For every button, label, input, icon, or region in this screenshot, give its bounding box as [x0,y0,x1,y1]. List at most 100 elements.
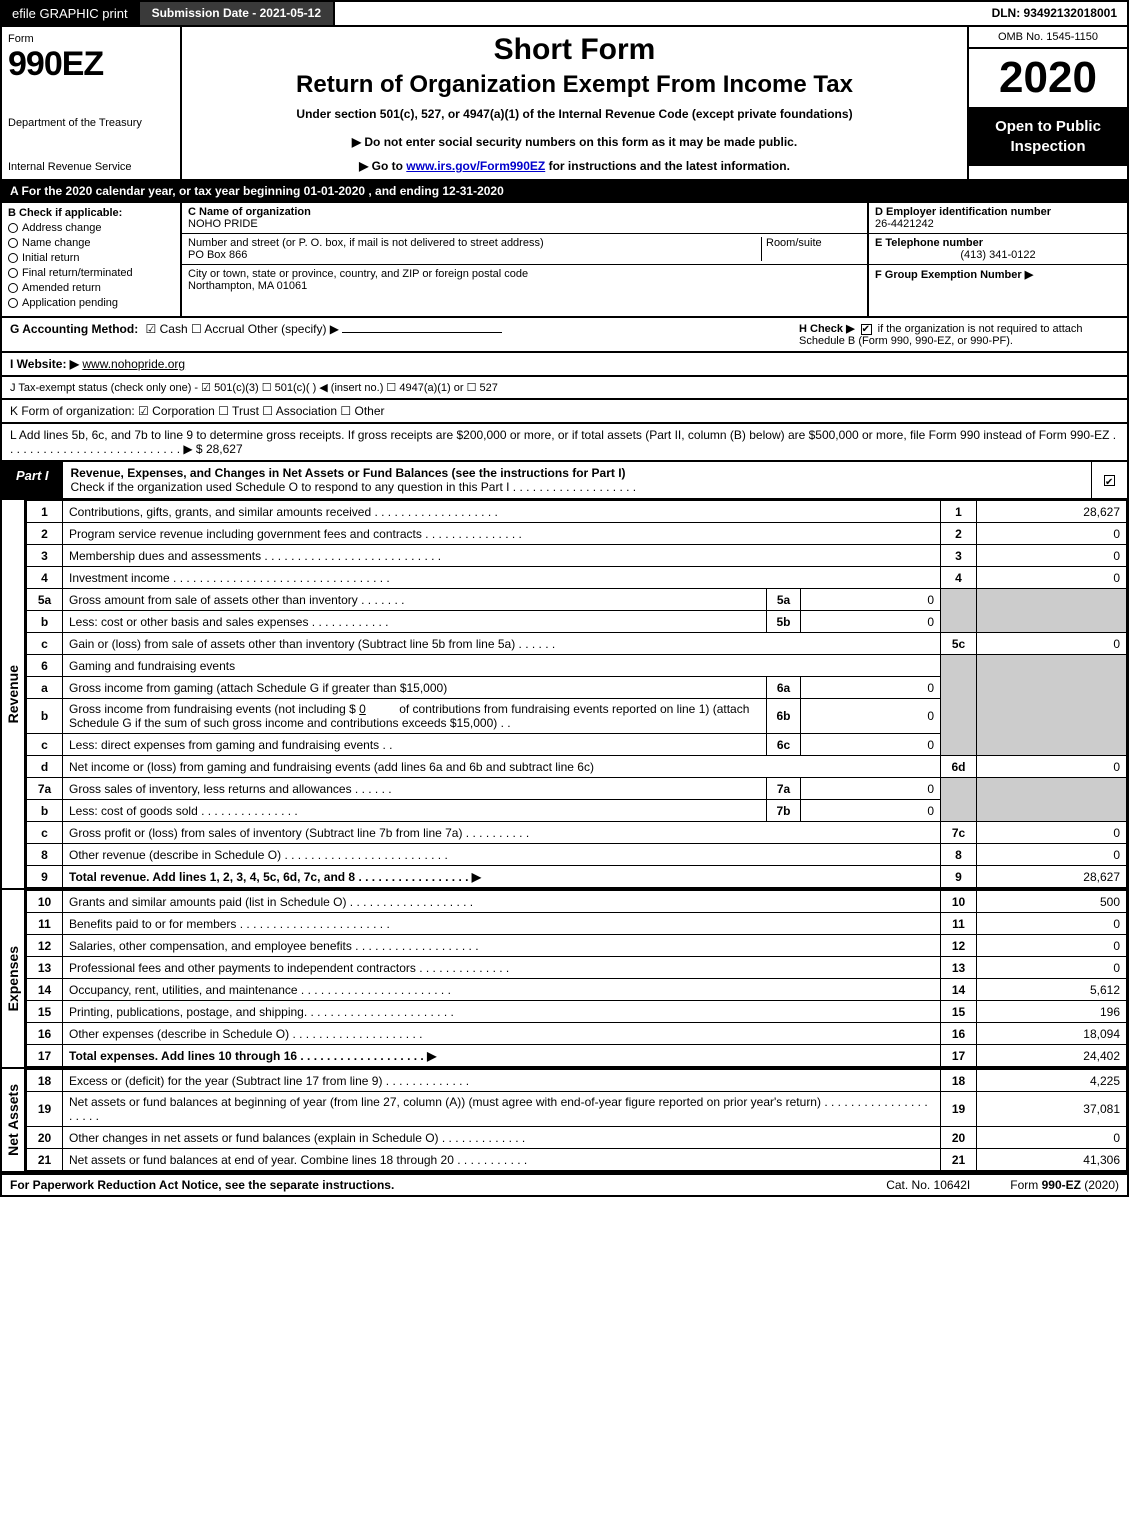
line-12: 12Salaries, other compensation, and empl… [27,935,1127,957]
line-13: 13Professional fees and other payments t… [27,957,1127,979]
line-1: 1Contributions, gifts, grants, and simil… [27,501,1127,523]
chk-address-change[interactable]: Address change [8,222,174,234]
line-3: 3Membership dues and assessments . . . .… [27,545,1127,567]
line-6d: dNet income or (loss) from gaming and fu… [27,756,1127,778]
open-to-public: Open to Public Inspection [969,107,1127,166]
col-b-checkboxes: B Check if applicable: Address change Na… [2,203,182,316]
ein: 26-4421242 [875,218,1121,230]
expenses-section: Expenses 10Grants and similar amounts pa… [0,888,1129,1067]
omb-number: OMB No. 1545-1150 [969,27,1127,49]
h-label: H Check ▶ [799,323,855,335]
revenue-section: Revenue 1Contributions, gifts, grants, a… [0,500,1129,888]
row-k: K Form of organization: ☑ Corporation ☐ … [0,400,1129,424]
i-label: I Website: ▶ [10,357,79,371]
addr-label: Number and street (or P. O. box, if mail… [188,237,544,249]
line-4: 4Investment income . . . . . . . . . . .… [27,567,1127,589]
city-label: City or town, state or province, country… [188,268,528,280]
irs-link[interactable]: www.irs.gov/Form990EZ [406,159,545,173]
row-h: H Check ▶ if the organization is not req… [799,322,1119,347]
line-18: 18Excess or (deficit) for the year (Subt… [27,1070,1127,1092]
part1-sub: Check if the organization used Schedule … [71,480,637,494]
line-9: 9Total revenue. Add lines 1, 2, 3, 4, 5c… [27,866,1127,888]
link-pre: ▶ Go to [359,159,406,173]
top-bar: efile GRAPHIC print Submission Date - 20… [0,0,1129,27]
line-8: 8Other revenue (describe in Schedule O) … [27,844,1127,866]
netassets-table: 18Excess or (deficit) for the year (Subt… [26,1069,1127,1171]
col-def: D Employer identification number 26-4421… [867,203,1127,316]
line-7c: cGross profit or (loss) from sales of in… [27,822,1127,844]
page-footer: For Paperwork Reduction Act Notice, see … [0,1173,1129,1197]
expenses-side-label: Expenses [2,890,26,1067]
org-name: NOHO PRIDE [188,218,258,230]
cat-no: Cat. No. 10642I [886,1178,970,1192]
header-left: Form 990EZ Department of the Treasury In… [2,27,182,179]
part1-header: Part I Revenue, Expenses, and Changes in… [0,462,1129,500]
title-return: Return of Organization Exempt From Incom… [194,71,955,99]
website[interactable]: www.nohopride.org [82,357,185,371]
line-19: 19Net assets or fund balances at beginni… [27,1092,1127,1127]
line-14: 14Occupancy, rent, utilities, and mainte… [27,979,1127,1001]
ssn-warning: ▶ Do not enter social security numbers o… [194,135,955,149]
col-c-org-info: C Name of organization NOHO PRIDE Number… [182,203,867,316]
chk-initial-return[interactable]: Initial return [8,252,174,264]
h-checkbox[interactable] [861,324,872,335]
row-gh: G Accounting Method: ☑ Cash ☐ Accrual Ot… [0,318,1129,353]
submission-date: Submission Date - 2021-05-12 [140,2,335,25]
part1-tag: Part I [2,462,63,498]
city: Northampton, MA 01061 [188,280,307,292]
g-options: ☑ Cash ☐ Accrual Other (specify) ▶ [146,322,339,336]
header-center: Short Form Return of Organization Exempt… [182,27,967,179]
chk-amended-return[interactable]: Amended return [8,282,174,294]
row-j: J Tax-exempt status (check only one) - ☑… [0,377,1129,400]
chk-name-change[interactable]: Name change [8,237,174,249]
info-grid: B Check if applicable: Address change Na… [0,203,1129,318]
line-20: 20Other changes in net assets or fund ba… [27,1127,1127,1149]
tax-year: 2020 [969,49,1127,107]
line-7a: 7aGross sales of inventory, less returns… [27,778,1127,800]
l-text: L Add lines 5b, 6c, and 7b to line 9 to … [10,428,1116,456]
line-10: 10Grants and similar amounts paid (list … [27,891,1127,913]
irs: Internal Revenue Service [8,161,174,173]
line-5a: 5aGross amount from sale of assets other… [27,589,1127,611]
addr: PO Box 866 [188,249,247,261]
expenses-table: 10Grants and similar amounts paid (list … [26,890,1127,1067]
line-5c: cGain or (loss) from sale of assets othe… [27,633,1127,655]
dln: DLN: 93492132018001 [982,2,1127,25]
form-label: Form [8,33,174,45]
ein-label: D Employer identification number [875,206,1121,218]
phone: (413) 341-0122 [875,249,1121,261]
subtitle: Under section 501(c), 527, or 4947(a)(1)… [194,107,955,121]
line-21: 21Net assets or fund balances at end of … [27,1149,1127,1171]
form-header: Form 990EZ Department of the Treasury In… [0,27,1129,181]
efile-print-button[interactable]: efile GRAPHIC print [2,2,140,25]
instructions-link-line: ▶ Go to www.irs.gov/Form990EZ for instru… [194,159,955,173]
revenue-side-label: Revenue [2,500,26,888]
revenue-table: 1Contributions, gifts, grants, and simil… [26,500,1127,888]
group-exemption-label: F Group Exemption Number ▶ [875,268,1121,281]
chk-final-return[interactable]: Final return/terminated [8,267,174,279]
line-2: 2Program service revenue including gover… [27,523,1127,545]
row-l: L Add lines 5b, 6c, and 7b to line 9 to … [0,424,1129,462]
paperwork-notice: For Paperwork Reduction Act Notice, see … [10,1178,394,1192]
form-number: 990EZ [8,45,174,84]
chk-application-pending[interactable]: Application pending [8,297,174,309]
g-label: G Accounting Method: [10,322,138,336]
line-6: 6Gaming and fundraising events [27,655,1127,677]
link-post: for instructions and the latest informat… [545,159,790,173]
phone-label: E Telephone number [875,237,1121,249]
room-label: Room/suite [766,237,822,249]
part1-checkbox[interactable] [1091,462,1127,498]
line-17: 17Total expenses. Add lines 10 through 1… [27,1045,1127,1067]
dept-treasury: Department of the Treasury [8,117,174,129]
col-b-header: B Check if applicable: [8,207,174,219]
netassets-side-label: Net Assets [2,1069,26,1171]
header-right: OMB No. 1545-1150 2020 Open to Public In… [967,27,1127,179]
line-11: 11Benefits paid to or for members . . . … [27,913,1127,935]
l-value: 28,627 [206,442,243,456]
title-short-form: Short Form [194,33,955,67]
netassets-section: Net Assets 18Excess or (deficit) for the… [0,1067,1129,1173]
row-a-tax-year: A For the 2020 calendar year, or tax yea… [0,181,1129,203]
line-15: 15Printing, publications, postage, and s… [27,1001,1127,1023]
line-16: 16Other expenses (describe in Schedule O… [27,1023,1127,1045]
org-name-label: C Name of organization [188,206,311,218]
